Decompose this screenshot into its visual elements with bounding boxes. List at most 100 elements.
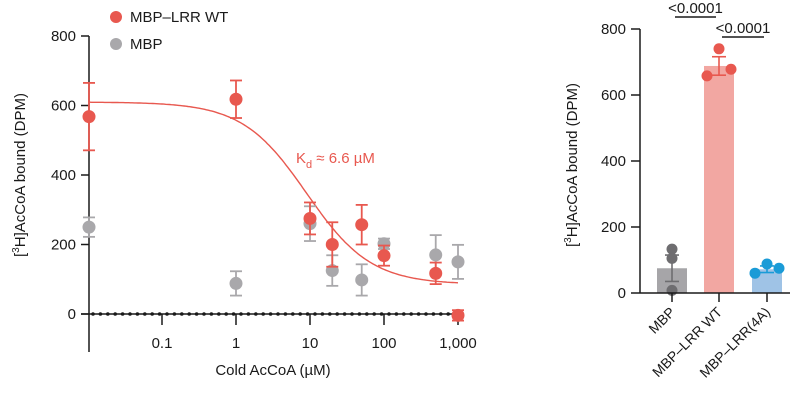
baseline-dot [202, 312, 206, 316]
baseline-dot [291, 312, 295, 316]
superscript: 3 [563, 237, 574, 243]
baseline-dot [157, 312, 162, 316]
baseline-dot [209, 312, 214, 316]
x-axis: 0.1 1 10 100 1,000 [81, 312, 477, 352]
p-value-label: <0.0001 [716, 20, 771, 37]
legend-label-mbp: MBP [130, 36, 163, 53]
baseline-dot [261, 312, 266, 316]
x-tick-label: 1,000 [439, 335, 477, 352]
superscript: 3 [11, 247, 22, 253]
baseline-dot [276, 312, 280, 316]
replicate-point [713, 43, 725, 55]
baseline-dot [165, 312, 169, 316]
bar [704, 65, 734, 294]
replicate-point [773, 262, 785, 274]
baseline-dot [172, 312, 177, 316]
p-value-label: <0.0001 [668, 0, 723, 17]
data-point-mbp [429, 248, 443, 262]
baseline-dot [357, 312, 362, 316]
y-tick-label: 600 [601, 87, 626, 104]
baseline-dot [439, 312, 443, 316]
baseline-dot [431, 312, 436, 316]
baseline-dot [402, 312, 406, 316]
bars [657, 43, 785, 296]
y-axis: 0 200 400 600 800 [51, 28, 90, 352]
baseline-dot [342, 312, 347, 316]
y-tick-label: 400 [601, 153, 626, 170]
baseline-dot [143, 312, 147, 316]
data-point-mbp [377, 237, 391, 251]
data-point-wt [82, 110, 96, 124]
y-tick-label: 200 [51, 237, 76, 254]
baseline-dot [387, 312, 391, 316]
data-point-wt [229, 92, 243, 106]
baseline-dot [335, 312, 340, 316]
y-axis: 0 200 400 600 800 [601, 21, 641, 302]
baseline-dot [224, 312, 228, 316]
baseline-dot [298, 312, 303, 316]
baseline-dot [135, 312, 140, 316]
baseline-dot [305, 312, 310, 316]
data-point-wt [303, 211, 317, 225]
legend-marker-mbp-lrr-wt [110, 11, 122, 23]
baseline-dot [283, 312, 288, 316]
baseline-dot [187, 312, 191, 316]
baseline-dot [372, 312, 377, 316]
x-axis-label: Cold AcCoA (µM) [215, 362, 330, 379]
baseline-dot [217, 312, 221, 316]
baseline-dot [268, 312, 273, 316]
legend-marker-mbp [110, 38, 122, 50]
replicate-point [725, 63, 737, 75]
data-point-wt [355, 218, 369, 232]
baseline-dot [231, 312, 236, 316]
y-tick-label: 800 [601, 21, 626, 38]
replicate-point [666, 252, 678, 264]
baseline-dot [150, 312, 154, 316]
replicate-point [666, 243, 678, 255]
baseline-dot [446, 312, 451, 316]
baseline-dot [320, 312, 325, 316]
y-tick-label: 0 [68, 306, 76, 323]
baseline-dot [328, 312, 332, 316]
baseline-dot [98, 312, 103, 316]
data-point-wt [451, 308, 465, 322]
baseline-dot [120, 312, 125, 316]
baseline-dot [394, 312, 399, 316]
baseline-dot [194, 312, 199, 316]
legend: MBP–LRR WT MBP [110, 9, 228, 53]
baseline-dot [409, 312, 414, 316]
x-tick-label: 0.1 [152, 335, 173, 352]
data-point-wt [325, 238, 339, 251]
baseline-dot [379, 312, 384, 316]
y-tick-label: 0 [618, 285, 626, 302]
baseline-dot [313, 312, 317, 316]
baseline-dot [180, 312, 184, 316]
x-tick-label: 1 [232, 335, 240, 352]
y-axis-label: [3H]AcCoA bound (DPM) [11, 93, 29, 257]
baseline-dot [254, 312, 258, 316]
baseline-dot [365, 312, 369, 316]
baseline-dot [91, 312, 95, 316]
baseline-dot [246, 312, 251, 316]
data-points [82, 79, 465, 322]
y-tick-label: 600 [51, 98, 76, 115]
data-point-mbp [229, 276, 243, 290]
baseline-dot [128, 312, 132, 316]
x-tick-label: MBP [645, 304, 678, 337]
y-tick-label: 400 [51, 167, 76, 184]
baseline-dot [350, 312, 354, 316]
data-point-mbp [355, 273, 369, 287]
data-point-wt [377, 249, 391, 263]
data-point-wt [429, 266, 443, 280]
legend-label-mbp-lrr-wt: MBP–LRR WT [130, 9, 228, 26]
baseline-dot [416, 312, 421, 316]
replicate-point [749, 267, 761, 279]
baseline-dot [113, 312, 117, 316]
y-axis-label: [3H]AcCoA bound (DPM) [563, 83, 581, 247]
bar-chart: 0 200 400 600 800 [3H]AcCoA bound (DPM) MBPM… [563, 0, 790, 381]
baseline-dot [424, 312, 428, 316]
x-tick-label: 10 [302, 335, 319, 352]
data-point-mbp [82, 220, 96, 234]
baseline-dot [239, 312, 243, 316]
